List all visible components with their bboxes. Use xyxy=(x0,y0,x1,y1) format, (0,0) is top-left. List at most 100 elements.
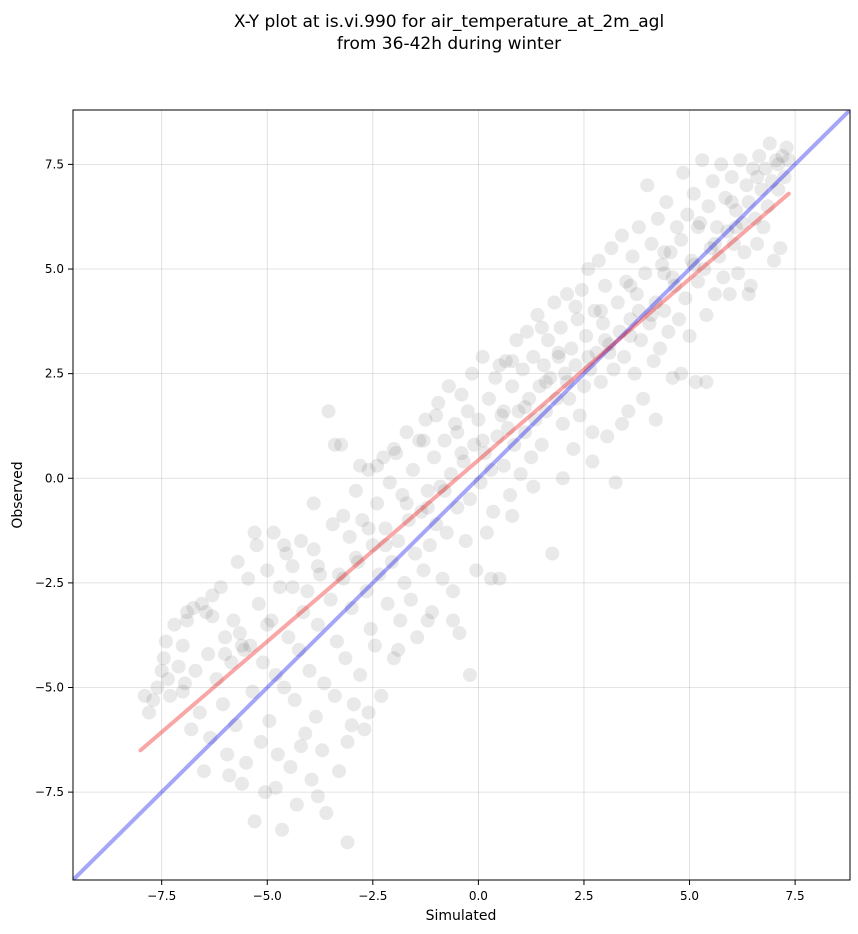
data-point xyxy=(471,412,486,427)
data-point xyxy=(237,642,252,657)
data-point xyxy=(268,667,283,682)
data-point xyxy=(399,496,414,511)
data-point xyxy=(205,609,220,624)
data-point xyxy=(378,538,393,553)
data-point xyxy=(376,450,391,465)
data-point xyxy=(712,249,727,264)
x-tick-label: −7.5 xyxy=(147,889,176,903)
data-point xyxy=(329,634,344,649)
data-point xyxy=(517,400,532,415)
data-point xyxy=(541,333,556,348)
data-point xyxy=(319,806,334,821)
grid xyxy=(73,110,850,880)
data-point xyxy=(614,228,629,243)
data-point xyxy=(348,483,363,498)
data-point xyxy=(623,312,638,327)
data-point xyxy=(386,651,401,666)
data-point xyxy=(399,425,414,440)
data-point xyxy=(357,722,372,737)
data-point xyxy=(733,153,748,168)
data-point xyxy=(334,437,349,452)
data-point xyxy=(443,467,458,482)
data-point xyxy=(450,500,465,515)
data-point xyxy=(424,605,439,620)
data-point xyxy=(551,345,566,360)
y-tick-label: −5.0 xyxy=(35,681,64,695)
data-point xyxy=(754,182,769,197)
y-tick-label: −7.5 xyxy=(35,785,64,799)
data-point xyxy=(686,257,701,272)
data-point xyxy=(218,630,233,645)
data-point xyxy=(576,379,591,394)
data-point xyxy=(555,471,570,486)
data-point xyxy=(294,534,309,549)
data-point xyxy=(513,467,528,482)
data-point xyxy=(481,391,496,406)
data-point xyxy=(218,647,233,662)
data-point xyxy=(699,308,714,323)
data-point xyxy=(492,358,507,373)
data-point xyxy=(503,488,518,502)
data-point xyxy=(728,220,743,235)
data-point xyxy=(150,680,165,695)
data-point xyxy=(517,425,532,440)
data-point xyxy=(344,718,359,733)
data-point xyxy=(374,688,389,703)
data-point xyxy=(414,504,429,519)
data-points xyxy=(137,136,796,850)
data-point xyxy=(690,274,705,289)
data-point xyxy=(604,241,619,256)
data-point xyxy=(446,613,461,628)
data-point xyxy=(560,287,575,302)
data-point xyxy=(405,462,420,477)
plot-frame xyxy=(72,109,851,881)
data-point xyxy=(298,726,313,741)
data-point xyxy=(509,333,524,348)
data-point xyxy=(475,433,490,448)
data-point xyxy=(420,500,435,515)
data-point xyxy=(750,236,765,251)
data-point xyxy=(595,316,610,331)
data-point xyxy=(175,684,190,699)
data-point xyxy=(270,747,285,762)
data-point xyxy=(433,479,448,494)
data-point xyxy=(536,358,551,373)
data-point xyxy=(260,617,275,632)
data-point xyxy=(720,224,735,239)
data-point xyxy=(741,287,756,302)
data-point xyxy=(507,437,522,452)
data-point xyxy=(739,178,754,193)
y-tick-label: 5.0 xyxy=(45,262,64,276)
data-point xyxy=(781,153,796,168)
data-point xyxy=(412,433,427,448)
data-point xyxy=(583,362,598,377)
data-point xyxy=(648,412,663,427)
data-point xyxy=(220,747,235,762)
data-point xyxy=(494,408,509,423)
data-point xyxy=(342,529,357,544)
data-point xyxy=(642,316,657,331)
y-tick-label: 7.5 xyxy=(45,157,64,171)
y-axis-label: Observed xyxy=(10,461,26,528)
data-point xyxy=(684,253,699,268)
data-point xyxy=(623,278,638,293)
data-point xyxy=(158,634,173,649)
data-point xyxy=(644,236,659,251)
data-point xyxy=(439,525,454,540)
data-point xyxy=(617,349,632,364)
data-point xyxy=(623,328,638,343)
data-point xyxy=(450,425,465,440)
data-point xyxy=(321,404,336,419)
data-point xyxy=(310,789,325,804)
data-point xyxy=(526,349,541,364)
data-point xyxy=(361,462,376,477)
data-point xyxy=(437,433,452,448)
data-point xyxy=(534,320,549,335)
data-point xyxy=(194,596,209,611)
data-point xyxy=(279,546,294,561)
data-point xyxy=(606,362,621,377)
data-point xyxy=(657,266,672,281)
data-point xyxy=(674,232,689,247)
data-point xyxy=(564,341,579,356)
data-point xyxy=(735,215,750,230)
